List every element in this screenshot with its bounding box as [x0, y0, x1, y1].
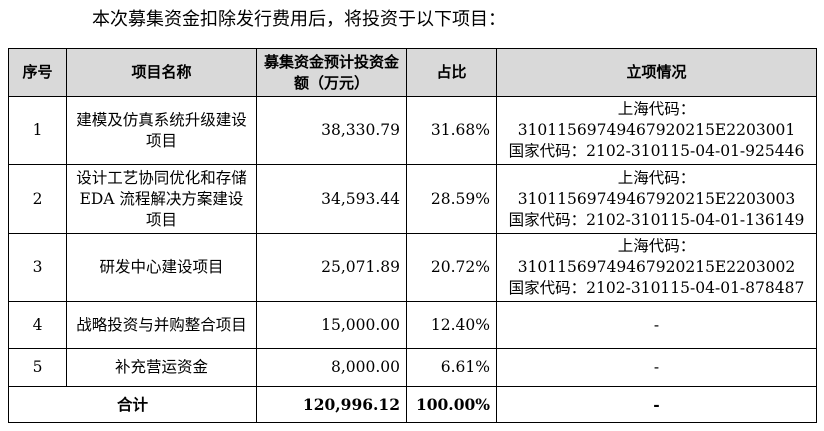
table-row: 1 建模及仿真系统升级建设项目 38,330.79 31.68% 上海代码： 3…	[8, 95, 817, 166]
total-amount: 120,996.12	[256, 386, 407, 423]
row-project-name: 战略投资与并购整合项目	[66, 301, 257, 349]
total-approval: -	[496, 386, 817, 423]
approval-line: 上海代码：	[617, 237, 696, 256]
row-ratio: 28.59%	[406, 164, 497, 234]
row-project-name: 补充营运资金	[66, 347, 257, 388]
row-no: 1	[8, 95, 67, 166]
table-row: 5 补充营运资金 8,000.00 6.61% -	[8, 347, 817, 388]
intro-text: 本次募集资金扣除发行费用后，将投资于以下项目：	[92, 9, 506, 30]
approval-line: 31011569749467920215E2203001	[517, 121, 796, 140]
table-header-row: 序号 项目名称 募集资金预计投资金额（万元） 占比 立项情况	[8, 48, 817, 97]
row-amount: 34,593.44	[256, 164, 407, 234]
row-no: 5	[8, 347, 67, 388]
row-amount: 8,000.00	[256, 347, 407, 388]
approval-line: 国家代码：2102-310115-04-01-878487	[508, 279, 805, 298]
row-project-name: 设计工艺协同优化和存储 EDA 流程解决方案建设项目	[66, 164, 257, 234]
row-ratio: 31.68%	[406, 95, 497, 166]
row-no: 3	[8, 232, 67, 303]
row-project-name: 研发中心建设项目	[66, 232, 257, 303]
approval-line: 31011569749467920215E2203003	[517, 189, 796, 208]
row-approval: 上海代码： 31011569749467920215E2203002 国家代码：…	[496, 232, 817, 303]
header-project-name: 项目名称	[66, 48, 257, 97]
table-row: 3 研发中心建设项目 25,071.89 20.72% 上海代码： 310115…	[8, 232, 817, 303]
total-row: 合计 120,996.12 100.00% -	[8, 386, 817, 423]
approval-line: 31011569749467920215E2203002	[517, 258, 796, 277]
approval-line: 国家代码：2102-310115-04-01-136149	[508, 210, 805, 229]
row-approval: -	[496, 301, 817, 349]
header-amount: 募集资金预计投资金额（万元）	[256, 48, 407, 97]
header-ratio: 占比	[406, 48, 497, 97]
row-no: 4	[8, 301, 67, 349]
row-no: 2	[8, 164, 67, 234]
row-ratio: 20.72%	[406, 232, 497, 303]
table-row: 2 设计工艺协同优化和存储 EDA 流程解决方案建设项目 34,593.44 2…	[8, 164, 817, 234]
row-amount: 25,071.89	[256, 232, 407, 303]
approval-line: 国家代码：2102-310115-04-01-925446	[508, 142, 805, 161]
total-ratio: 100.00%	[406, 386, 497, 423]
row-approval: 上海代码： 31011569749467920215E2203001 国家代码：…	[496, 95, 817, 166]
row-ratio: 6.61%	[406, 347, 497, 388]
row-project-name: 建模及仿真系统升级建设项目	[66, 95, 257, 166]
row-amount: 38,330.79	[256, 95, 407, 166]
row-ratio: 12.40%	[406, 301, 497, 349]
table-row: 4 战略投资与并购整合项目 15,000.00 12.40% -	[8, 301, 817, 349]
header-approval: 立项情况	[496, 48, 817, 97]
approval-line: 上海代码：	[617, 168, 696, 187]
row-amount: 15,000.00	[256, 301, 407, 349]
total-label: 合计	[8, 386, 257, 423]
row-approval: 上海代码： 31011569749467920215E2203003 国家代码：…	[496, 164, 817, 234]
approval-line: 上海代码：	[617, 100, 696, 119]
row-approval: -	[496, 347, 817, 388]
investment-projects-table: 序号 项目名称 募集资金预计投资金额（万元） 占比 立项情况 1 建模及仿真系统…	[8, 48, 817, 423]
header-no: 序号	[8, 48, 67, 97]
